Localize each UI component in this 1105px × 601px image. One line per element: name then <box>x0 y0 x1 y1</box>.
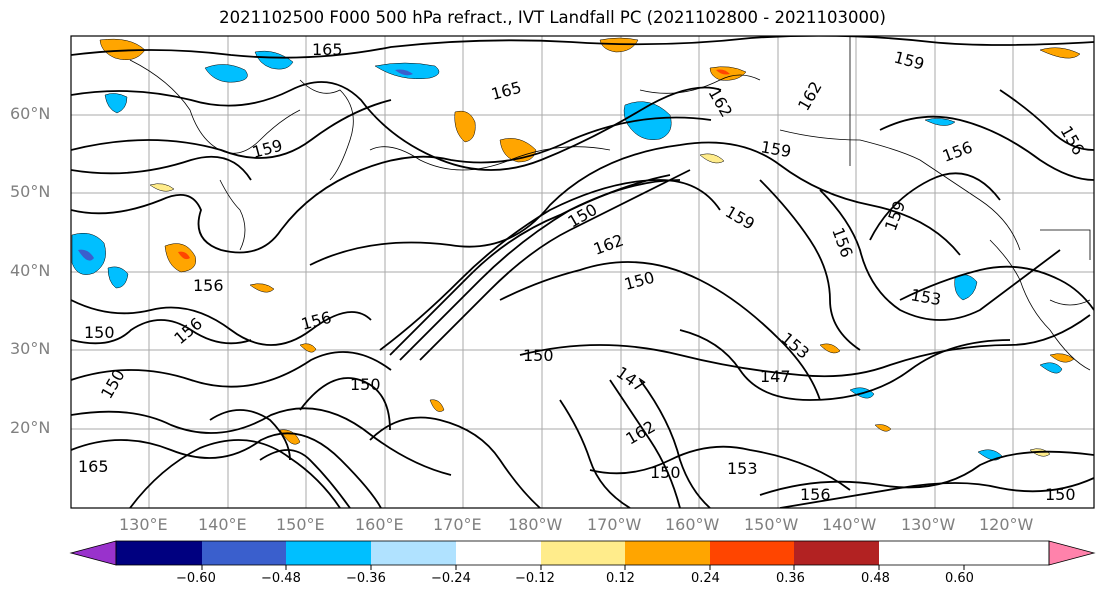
lon-label: 140°W <box>822 515 877 534</box>
colorbar-tick-label: −0.12 <box>515 571 555 586</box>
contour-label: 147 <box>760 367 791 386</box>
colorbar-segment <box>202 541 286 565</box>
contour-label: 156 <box>800 485 831 504</box>
lon-label: 120°W <box>979 515 1034 534</box>
lat-label: 20°N <box>10 418 51 437</box>
lon-label: 180°W <box>508 515 563 534</box>
lon-label: 140°E <box>198 515 247 534</box>
colorbar-tick-label: 0.60 <box>945 571 974 586</box>
colorbar-tick-label: −0.24 <box>431 571 471 586</box>
lat-label: 40°N <box>10 261 51 280</box>
contour-label: 165 <box>78 457 109 476</box>
colorbar-segment <box>794 541 879 565</box>
colorbar-tick-label: −0.48 <box>261 571 301 586</box>
contour-label: 165 <box>312 40 343 59</box>
colorbar-low-extend <box>69 540 117 566</box>
colorbar <box>69 540 1096 570</box>
colorbar-segment <box>456 541 541 565</box>
colorbar-segments <box>116 541 879 565</box>
lon-label: 170°E <box>433 515 482 534</box>
colorbar-high-extend <box>1048 540 1096 566</box>
contour-label: 150 <box>650 463 681 482</box>
lon-label: 130°W <box>901 515 956 534</box>
colorbar-tick-label: 0.36 <box>776 571 805 586</box>
colorbar-tick-label: 0.24 <box>691 571 720 586</box>
colorbar-tick-label: 0.12 <box>606 571 635 586</box>
coastlines <box>129 36 1091 371</box>
colorbar-segment <box>286 541 371 565</box>
colorbar-segment <box>541 541 625 565</box>
colorbar-segment <box>625 541 710 565</box>
colorbar-tick-label: 0.48 <box>861 571 890 586</box>
lon-label: 160°E <box>355 515 404 534</box>
lat-label: 60°N <box>10 104 51 123</box>
contour-label: 156 <box>193 276 224 295</box>
contour-label: 153 <box>727 459 758 478</box>
lon-label: 150°W <box>744 515 799 534</box>
lon-label: 160°W <box>665 515 720 534</box>
colorbar-segment <box>116 541 202 565</box>
map-title: 2021102500 F000 500 hPa refract., IVT La… <box>219 8 886 27</box>
map-frame <box>70 35 1095 509</box>
colorbar-segment <box>371 541 456 565</box>
lon-label: 150°E <box>276 515 325 534</box>
colorbar-tick-label: −0.36 <box>346 571 386 586</box>
lat-label: 30°N <box>10 339 51 358</box>
contour-label: 150 <box>523 346 554 365</box>
shading-patches <box>71 37 1081 461</box>
colorbar-tick-label: −0.60 <box>176 571 216 586</box>
lat-label: 50°N <box>10 182 51 201</box>
contour-label: 150 <box>84 323 115 342</box>
lon-label: 170°W <box>587 515 642 534</box>
colorbar-segment <box>710 541 794 565</box>
contour-label: 150 <box>350 375 381 394</box>
contours <box>71 36 1094 508</box>
lon-label: 130°E <box>119 515 168 534</box>
contour-label: 150 <box>1045 485 1076 504</box>
